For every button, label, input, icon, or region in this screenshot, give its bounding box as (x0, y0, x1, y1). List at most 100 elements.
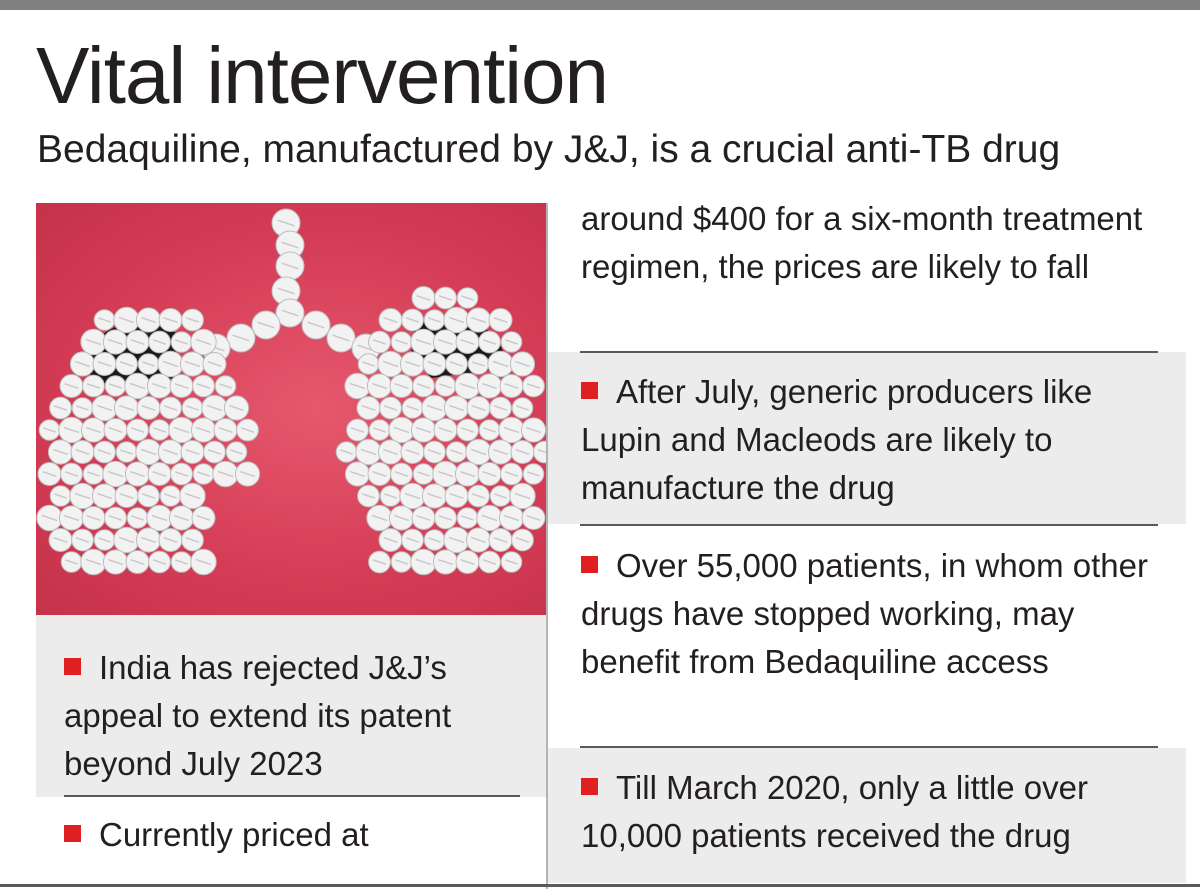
page-title: Vital intervention (36, 31, 609, 120)
pill-score-line (281, 262, 299, 270)
pill-score-line (417, 471, 430, 477)
pill-score-line (195, 558, 212, 566)
pill-score-line (393, 426, 410, 434)
pill-score-line (481, 514, 498, 522)
pill-score-line (151, 514, 168, 522)
pill-score-line (277, 219, 295, 227)
pill-score-line (504, 514, 519, 522)
pill-score-line (207, 360, 222, 368)
pill-score-line (395, 559, 408, 565)
pill-score-line (448, 536, 465, 544)
pill-score-line (196, 383, 211, 389)
pill-score-line (504, 471, 519, 477)
pill-score-line (185, 448, 200, 456)
pill-score-line (53, 536, 68, 544)
pill-score-line (206, 404, 223, 412)
pill-score-line (416, 426, 431, 434)
pill-score-line (185, 317, 200, 323)
page-subtitle: Bedaquiline, manufactured by J&J, is a c… (37, 128, 1061, 171)
pill-score-line (163, 536, 178, 544)
pill-score-line (449, 404, 464, 412)
pill-score-line (64, 382, 79, 390)
right-divider-3 (580, 746, 1158, 748)
bullet-square-icon (64, 825, 81, 842)
pill-score-line (373, 427, 386, 433)
pill-score-line (175, 339, 188, 345)
pill-score-line (372, 559, 387, 565)
pill-score-line (207, 449, 222, 455)
pill-score-line (130, 470, 145, 478)
pill-score-line (218, 426, 233, 434)
left-item-2: Currently priced at (64, 811, 534, 859)
pill-score-line (97, 360, 112, 368)
pill-score-line (382, 360, 399, 368)
pill-score-line (307, 321, 325, 329)
bullet-square-icon (64, 658, 81, 675)
pill-score-line (98, 537, 111, 543)
pill-score-line (240, 470, 255, 478)
pill-score-line (141, 404, 156, 412)
pill-score-line (450, 449, 463, 455)
pill-score-line (175, 559, 188, 565)
pill-score-line (119, 361, 134, 367)
pill-score-line (230, 449, 243, 455)
pill-score-line (460, 470, 475, 478)
left-item-1: India has rejected J&J’s appeal to exten… (36, 615, 546, 797)
pill-score-line (174, 382, 189, 390)
pill-score-line (493, 405, 508, 411)
pill-score-line (277, 287, 295, 295)
pill-score-line (109, 383, 122, 389)
pill-score-line (537, 449, 546, 454)
pill-score-line (372, 470, 387, 478)
pill-score-line (163, 448, 178, 456)
pill-score-line (162, 360, 179, 368)
pill-score-line (526, 514, 541, 522)
pill-score-line (74, 492, 91, 500)
pill-score-line (108, 515, 123, 521)
pill-score-line (383, 536, 398, 544)
pill-score-line (395, 339, 408, 345)
pill-score-line (107, 470, 124, 478)
pill-score-line (361, 404, 376, 412)
pill-score-line (426, 404, 443, 412)
pill-score-line (360, 448, 377, 456)
pill-score-line (438, 515, 453, 521)
pill-score-line (526, 426, 541, 434)
right-item-2-text: Over 55,000 patients, in whom other drug… (581, 547, 1148, 680)
pill-score-line (470, 448, 487, 456)
pill-score-line (384, 493, 397, 499)
pill-score-line (184, 492, 201, 500)
pill-score-line (164, 493, 177, 499)
pill-score-line (196, 426, 211, 434)
right-continuation: around $400 for a six-month treatment re… (581, 195, 1161, 291)
pill-score-line (372, 382, 387, 390)
pill-score-line (416, 294, 431, 302)
pill-score-line (119, 492, 134, 500)
pill-score-line (217, 470, 234, 478)
pill-score-line (240, 427, 255, 433)
pill-score-line (415, 558, 432, 566)
pill-score-line (449, 361, 464, 367)
pill-score-line (119, 404, 134, 412)
pill-score-line (63, 426, 80, 434)
pill-score-line (185, 537, 200, 543)
pill-score-line (153, 427, 166, 433)
pill-score-line (427, 449, 442, 455)
pill-score-line (405, 360, 420, 368)
pill-score-line (54, 493, 67, 499)
pill-score-line (505, 339, 518, 345)
pill-score-line (493, 316, 508, 324)
bullet-square-icon (581, 556, 598, 573)
pill-score-line (427, 492, 442, 500)
pill-score-line (415, 338, 432, 346)
pill-score-line (163, 316, 178, 324)
pills-lungs-photo (36, 203, 546, 615)
pill-score-line (483, 427, 496, 433)
right-divider-2 (580, 524, 1158, 526)
pill-score-line (64, 514, 79, 522)
left-item-1-text: India has rejected J&J’s appeal to exten… (64, 649, 452, 782)
pill-score-line (371, 514, 388, 522)
pill-score-line (98, 317, 111, 323)
pill-score-line (195, 338, 212, 346)
pill-score-line (76, 405, 89, 411)
